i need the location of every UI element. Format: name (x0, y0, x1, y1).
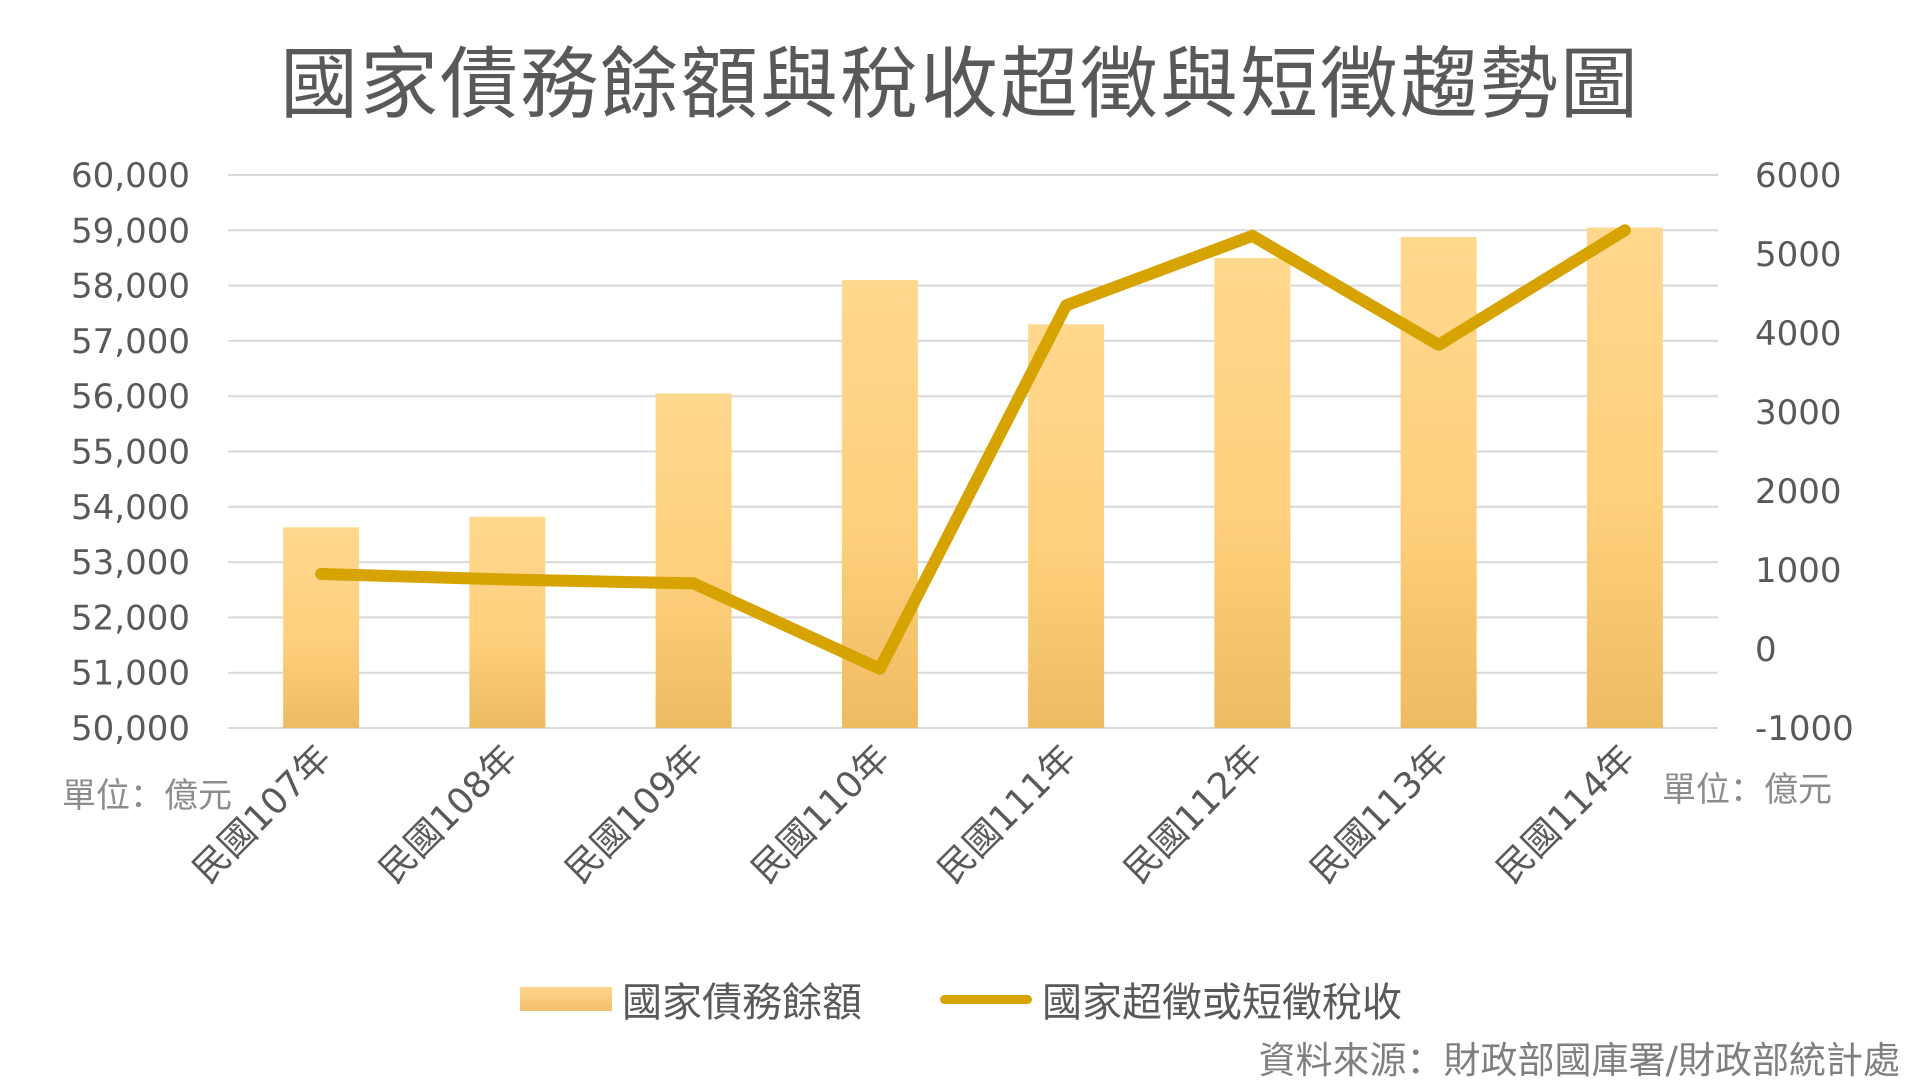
left-tick-label: 56,000 (71, 377, 190, 417)
bar (1587, 228, 1663, 728)
right-tick-label: 3000 (1755, 393, 1842, 433)
left-tick-label: 51,000 (71, 654, 190, 694)
left-tick-label: 55,000 (71, 433, 190, 473)
x-category-label: 民國108年 (372, 737, 526, 891)
left-axis-unit: 單位：億元 (62, 768, 232, 817)
legend-item-debt: 國家債務餘額 (520, 970, 862, 1028)
left-axis-ticks: 50,000 51,000 52,000 53,000 54,000 55,000 56,0… (71, 156, 190, 749)
left-tick-label: 53,000 (71, 543, 190, 583)
x-category-label: 民國113年 (1303, 737, 1457, 891)
left-tick-label: 54,000 (71, 488, 190, 528)
legend-item-tax: 國家超徵或短徵稅收 (940, 970, 1402, 1028)
gridlines (228, 175, 1718, 728)
legend-label-tax: 國家超徵或短徵稅收 (1042, 970, 1402, 1028)
bar (469, 517, 545, 728)
bar (1214, 258, 1290, 728)
bar (656, 393, 732, 728)
right-tick-label: 5000 (1755, 235, 1842, 275)
right-tick-label: 4000 (1755, 314, 1842, 354)
x-category-label: 民國112年 (1117, 737, 1271, 891)
right-axis-unit: 單位：億元 (1662, 762, 1832, 811)
left-tick-label: 59,000 (71, 211, 190, 251)
right-tick-label: 1000 (1755, 551, 1842, 591)
x-category-label: 民國111年 (931, 737, 1085, 891)
legend-bar-swatch (520, 987, 612, 1011)
right-axis-ticks: -1000 0 1000 2000 3000 4000 5000 6000 (1755, 156, 1854, 749)
left-tick-label: 60,000 (71, 156, 190, 196)
legend: 國家債務餘額 國家超徵或短徵稅收 (0, 970, 1920, 1030)
x-category-label: 民國109年 (558, 737, 712, 891)
right-tick-label: 2000 (1755, 472, 1842, 512)
x-category-label: 民國110年 (744, 737, 898, 891)
x-axis-categories: 民國107年民國108年民國109年民國110年民國111年民國112年民國11… (186, 737, 1644, 891)
left-tick-label: 50,000 (71, 709, 190, 749)
left-tick-label: 58,000 (71, 267, 190, 307)
left-tick-label: 52,000 (71, 598, 190, 638)
chart-title: 國家債務餘額與稅收超徵與短徵趨勢圖 (0, 22, 1920, 134)
legend-line-swatch (940, 995, 1032, 1004)
right-tick-label: 6000 (1755, 156, 1842, 196)
bar (1401, 237, 1477, 728)
legend-label-debt: 國家債務餘額 (622, 970, 862, 1028)
bar (283, 527, 359, 728)
left-tick-label: 57,000 (71, 322, 190, 362)
source-note: 資料來源：財政部國庫署/財政部統計處 (1259, 1030, 1900, 1084)
right-tick-label: -1000 (1755, 709, 1854, 749)
bar (1028, 324, 1104, 728)
right-tick-label: 0 (1755, 630, 1777, 670)
x-category-label: 民國114年 (1489, 737, 1643, 891)
